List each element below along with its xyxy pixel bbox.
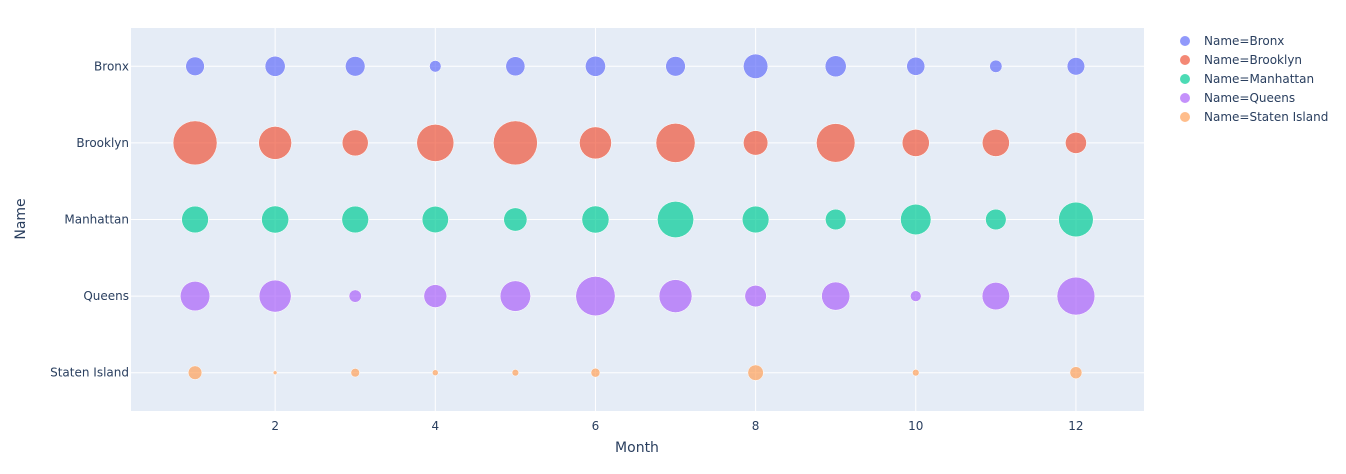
bubble-staten-island-month-4[interactable]: [432, 369, 439, 376]
bubble-brooklyn-month-8[interactable]: [743, 130, 769, 156]
bubble-bronx-month-10[interactable]: [906, 56, 926, 76]
legend-label: Name=Brooklyn: [1204, 53, 1302, 67]
bubble-brooklyn-month-1[interactable]: [172, 120, 218, 166]
legend[interactable]: Name=Bronx Name=Brooklyn Name=Manhattan Nam…: [1180, 34, 1328, 124]
x-tick-label: 10: [908, 419, 923, 433]
bubble-queens-month-9[interactable]: [821, 281, 851, 311]
bubble-queens-month-8[interactable]: [744, 285, 767, 308]
bubble-queens-month-6[interactable]: [575, 276, 616, 317]
bubble-queens-month-12[interactable]: [1056, 276, 1096, 316]
bubble-queens-month-3[interactable]: [348, 289, 362, 303]
y-axis-ticks: Bronx Brooklyn Manhattan Queens Staten Islan…: [50, 59, 129, 379]
bubble-queens-month-7[interactable]: [658, 279, 693, 313]
y-tick-label-manhattan: Manhattan: [64, 213, 129, 227]
bubble-manhattan-month-11[interactable]: [985, 208, 1007, 231]
bubble-staten-island-month-8[interactable]: [747, 364, 764, 381]
bubble-manhattan-month-6[interactable]: [581, 205, 610, 234]
bubble-manhattan-month-10[interactable]: [900, 204, 932, 235]
legend-item-queens[interactable]: Name=Queens: [1180, 91, 1295, 105]
bubble-bronx-month-1[interactable]: [185, 56, 205, 76]
legend-marker: [1180, 36, 1190, 46]
bubble-manhattan-month-2[interactable]: [261, 205, 289, 234]
legend-item-staten-island[interactable]: Name=Staten Island: [1180, 110, 1328, 124]
y-tick-label-brooklyn: Brooklyn: [76, 136, 129, 150]
legend-label: Name=Manhattan: [1204, 72, 1314, 86]
bubble-brooklyn-month-11[interactable]: [982, 129, 1010, 157]
bubble-staten-island-month-5[interactable]: [511, 369, 519, 377]
bubble-bronx-month-3[interactable]: [345, 56, 366, 77]
bubble-queens-month-5[interactable]: [499, 280, 531, 312]
bubble-staten-island-month-6[interactable]: [590, 367, 601, 378]
bubble-bronx-month-4[interactable]: [429, 60, 442, 73]
bubble-manhattan-month-7[interactable]: [657, 201, 694, 238]
bubble-manhattan-month-4[interactable]: [421, 206, 449, 233]
series-staten-island: [187, 364, 1083, 381]
y-axis-title: Name: [13, 198, 29, 239]
legend-marker: [1180, 93, 1190, 103]
series-manhattan: [181, 201, 1094, 238]
x-tick-label: 8: [752, 419, 760, 433]
bubble-brooklyn-month-12[interactable]: [1065, 132, 1087, 154]
x-tick-label: 6: [592, 419, 600, 433]
x-tick-label: 2: [271, 419, 279, 433]
bubble-brooklyn-month-6[interactable]: [579, 126, 612, 160]
legend-label: Name=Queens: [1204, 91, 1295, 105]
y-tick-label-bronx: Bronx: [94, 59, 129, 73]
bubble-staten-island-month-3[interactable]: [350, 368, 360, 378]
bubble-bronx-month-6[interactable]: [585, 55, 606, 77]
legend-label: Name=Bronx: [1204, 34, 1284, 48]
bubble-queens-month-10[interactable]: [910, 290, 922, 302]
grid-lines: [131, 28, 1144, 411]
bubble-staten-island-month-10[interactable]: [912, 369, 920, 377]
legend-marker: [1180, 74, 1190, 84]
bubble-manhattan-month-1[interactable]: [181, 205, 209, 234]
bubble-bronx-month-8[interactable]: [743, 53, 769, 79]
legend-item-bronx[interactable]: Name=Bronx: [1180, 34, 1284, 48]
bubble-brooklyn-month-3[interactable]: [341, 129, 369, 157]
bubble-queens-month-2[interactable]: [258, 279, 292, 313]
bubble-manhattan-month-9[interactable]: [825, 208, 847, 231]
bubble-staten-island-month-1[interactable]: [187, 365, 203, 380]
bubble-brooklyn-month-10[interactable]: [901, 129, 930, 157]
x-tick-label: 12: [1068, 419, 1083, 433]
bubble-brooklyn-month-5[interactable]: [493, 120, 538, 166]
bubble-queens-month-1[interactable]: [180, 281, 211, 312]
bubble-bronx-month-11[interactable]: [989, 59, 1003, 73]
bubble-bronx-month-2[interactable]: [264, 55, 286, 77]
bubble-manhattan-month-8[interactable]: [741, 205, 770, 234]
x-axis-ticks: 2 4 6 8 10 12: [271, 419, 1083, 433]
bubble-queens-month-4[interactable]: [423, 284, 447, 308]
bubble-staten-island-month-2[interactable]: [272, 370, 278, 375]
bubble-brooklyn-month-7[interactable]: [655, 123, 696, 163]
bubble-brooklyn-month-4[interactable]: [416, 124, 455, 162]
bubble-bronx-month-9[interactable]: [824, 55, 847, 78]
legend-item-manhattan[interactable]: Name=Manhattan: [1180, 72, 1314, 86]
x-tick-label: 4: [431, 419, 439, 433]
legend-label: Name=Staten Island: [1204, 110, 1328, 124]
legend-marker: [1180, 112, 1190, 122]
series-brooklyn: [172, 120, 1087, 166]
bubble-brooklyn-month-2[interactable]: [258, 126, 292, 160]
legend-item-brooklyn[interactable]: Name=Brooklyn: [1180, 53, 1302, 67]
bubble-manhattan-month-12[interactable]: [1058, 201, 1094, 238]
y-tick-label-staten-island: Staten Island: [50, 366, 129, 380]
bubble-bronx-month-7[interactable]: [665, 56, 686, 77]
x-axis-title: Month: [615, 440, 659, 456]
series-bronx: [185, 53, 1085, 79]
bubble-manhattan-month-5[interactable]: [503, 207, 528, 232]
bubble-staten-island-month-12[interactable]: [1069, 366, 1083, 380]
bubble-bronx-month-12[interactable]: [1066, 57, 1085, 76]
series-queens: [180, 276, 1096, 317]
bubble-brooklyn-month-9[interactable]: [816, 123, 856, 163]
bubble-manhattan-month-3[interactable]: [341, 205, 369, 234]
bubble-queens-month-11[interactable]: [981, 282, 1010, 311]
y-tick-label-queens: Queens: [83, 289, 129, 303]
data-markers: [172, 53, 1096, 381]
bubble-bronx-month-5[interactable]: [505, 56, 526, 77]
legend-marker: [1180, 55, 1190, 65]
